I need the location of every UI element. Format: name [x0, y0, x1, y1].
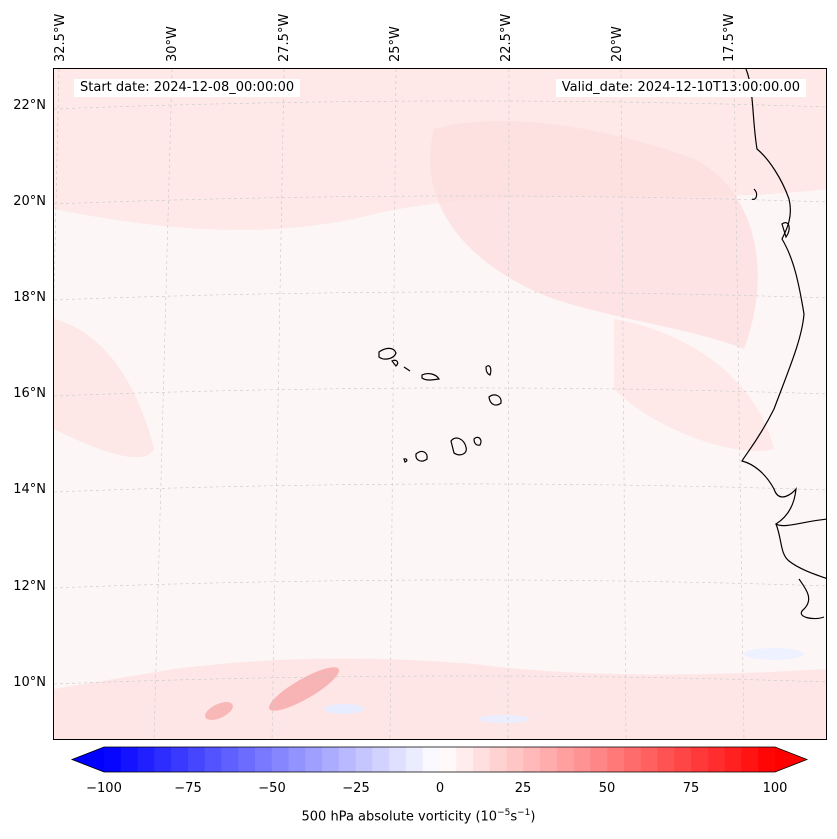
colorbar-cell [707, 747, 726, 772]
colorbar-cell [137, 747, 155, 772]
lon-label-27-5w: 27.5°W [277, 13, 292, 62]
vorticity-map [54, 69, 826, 739]
colorbar-cell [187, 747, 206, 772]
cape-verde-islands [378, 347, 502, 463]
colorbar-tick-75: 75 [682, 781, 700, 796]
colorbar-tick-0: 0 [435, 781, 445, 796]
colorbar-cell [456, 747, 474, 772]
colorbar [70, 746, 809, 773]
colorbar-cell [640, 747, 659, 772]
colorbar-tick-100: 100 [762, 781, 788, 796]
lon-label-20w: 20°W [610, 26, 625, 62]
colorbar-cell [590, 747, 608, 772]
colorbar-cell [372, 747, 390, 772]
colorbar-cell [506, 747, 524, 772]
vorticity-field [54, 69, 826, 739]
colorbar-cell [204, 747, 222, 772]
colorbar-cell [104, 747, 122, 772]
colorbar-cell [238, 747, 256, 772]
colorbar-tick-neg50: −50 [258, 781, 286, 796]
colorbar-cell [607, 747, 625, 772]
colorbar-cell [338, 747, 357, 772]
lon-label-30w: 30°W [165, 26, 180, 62]
start-date-label: Start date: 2024-12-08_00:00:00 [74, 79, 301, 97]
colorbar-tick-neg75: −75 [174, 781, 202, 796]
lon-label-17-5w: 17.5°W [722, 13, 737, 62]
colorbar-tick-50: 50 [598, 781, 616, 796]
colorbar-tick-neg25: −25 [342, 781, 370, 796]
graticule [54, 69, 826, 739]
colorbar-tick-25: 25 [514, 781, 532, 796]
colorbar-cell [389, 747, 407, 772]
lat-label-20n: 20°N [13, 194, 46, 209]
colorbar-cell [154, 747, 172, 772]
colorbar-cell [120, 747, 139, 772]
colorbar-label: 500 hPa absolute vorticity (10−5s−1) [301, 808, 536, 825]
colorbar-cell [657, 747, 675, 772]
map-panel: Start date: 2024-12-08_00:00:00 Valid_da… [53, 68, 827, 740]
colorbar-cell [523, 747, 541, 772]
colorbar-cell [674, 747, 692, 772]
lon-label-22-5w: 22.5°W [499, 13, 514, 62]
colorbar-extend-low [72, 747, 104, 772]
colorbar-cell [624, 747, 642, 772]
coastline [741, 69, 826, 620]
colorbar-cell [221, 747, 239, 772]
colorbar-cell [758, 747, 776, 772]
lat-label-12n: 12°N [13, 579, 46, 594]
lon-label-25w: 25°W [388, 26, 403, 62]
lat-label-14n: 14°N [13, 482, 46, 497]
colorbar-cell [473, 747, 491, 772]
colorbar-cell [724, 747, 742, 772]
colorbar-cell [422, 747, 440, 772]
colorbar-cell [489, 747, 508, 772]
colorbar-cell [439, 747, 457, 772]
lat-label-18n: 18°N [13, 290, 46, 305]
colorbar-cell [573, 747, 591, 772]
lat-label-22n: 22°N [13, 98, 46, 113]
colorbar-extend-high [775, 747, 807, 772]
colorbar-cell [171, 747, 189, 772]
colorbar-cell [288, 747, 306, 772]
lat-label-16n: 16°N [13, 386, 46, 401]
colorbar-tick-neg100: −100 [86, 781, 122, 796]
lon-label-32-5w: 32.5°W [53, 13, 68, 62]
colorbar-cell [271, 747, 290, 772]
valid-date-label: Valid_date: 2024-12-10T13:00:00.00 [555, 79, 806, 97]
colorbar-cell [322, 747, 340, 772]
lat-label-10n: 10°N [13, 675, 46, 690]
colorbar-cell [540, 747, 558, 772]
colorbar-cell [355, 747, 373, 772]
colorbar-cell [405, 747, 424, 772]
colorbar-cell [305, 747, 323, 772]
colorbar-cell [691, 747, 709, 772]
colorbar-cell [254, 747, 273, 772]
colorbar-cell [741, 747, 759, 772]
colorbar-cell [556, 747, 575, 772]
